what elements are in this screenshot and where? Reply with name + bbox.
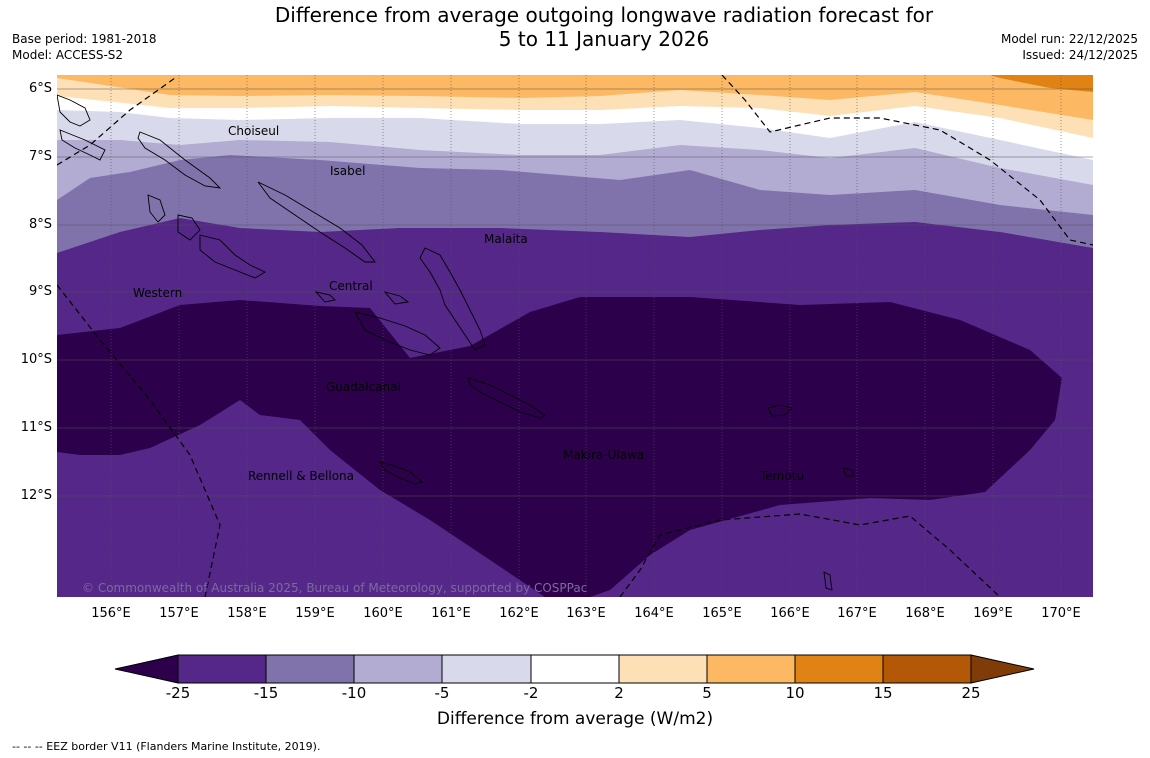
colorbar-seg-6	[618, 654, 708, 684]
lon-label-168e: 168°E	[905, 606, 945, 621]
graticule	[110, 75, 1062, 597]
label-rennell: Rennell & Bellona	[248, 469, 354, 483]
colorbar-title: Difference from average (W/m2)	[436, 709, 714, 729]
base-period: Base period: 1981-2018	[12, 32, 157, 46]
band-plus10-plus15	[990, 75, 1093, 92]
footnote: -- -- -- EEZ border V11 (Flanders Marine…	[12, 740, 321, 753]
lon-label-170e: 170°E	[1041, 606, 1081, 621]
colorbar-tick: -10	[341, 684, 367, 702]
label-isabel: Isabel	[330, 164, 365, 178]
label-guadalcanal: Guadalcanal	[326, 380, 401, 394]
lon-label-161e: 161°E	[431, 606, 471, 621]
band-below-minus25	[57, 297, 1062, 597]
lon-label-163e: 163°E	[566, 606, 606, 621]
lon-label-164e: 164°E	[634, 606, 674, 621]
model-run: Model run: 22/12/2025	[1000, 32, 1138, 46]
band-plus5-plus10	[57, 75, 1093, 120]
colorbar-seg-3	[353, 654, 443, 684]
colorbar-seg-7	[706, 654, 796, 684]
title-line-1: Difference from average outgoing longwav…	[274, 3, 934, 27]
lon-label-165e: 165°E	[702, 606, 742, 621]
colorbar-tick: 2	[614, 684, 624, 702]
colorbar-tick: 25	[961, 684, 981, 702]
region-labels: Choiseul Isabel Malaita Western Central …	[82, 124, 804, 595]
lat-label-6s: 6°S	[28, 81, 52, 96]
lon-label-158e: 158°E	[227, 606, 267, 621]
colorbar-tick: -15	[253, 684, 279, 702]
lon-label-167e: 167°E	[837, 606, 877, 621]
copyright-notice: © Commonwealth of Australia 2025, Bureau…	[82, 581, 587, 595]
colorbar-seg-4	[441, 654, 532, 684]
label-central: Central	[329, 279, 373, 293]
model-name: Model: ACCESS-S2	[12, 48, 124, 62]
map-area: Choiseul Isabel Malaita Western Central …	[57, 75, 1093, 597]
lat-label-7s: 7°S	[28, 149, 52, 164]
colorbar-tick: 5	[702, 684, 712, 702]
label-malaita: Malaita	[484, 232, 528, 246]
colorbar-seg-2	[265, 654, 355, 684]
colorbar-under	[114, 654, 179, 684]
lat-label-12s: 12°S	[20, 488, 52, 503]
lon-label-156e: 156°E	[91, 606, 131, 621]
chart-title: Difference from average outgoing longwav…	[200, 3, 1008, 51]
colorbar-tick: -2	[523, 684, 539, 702]
label-western: Western	[133, 286, 182, 300]
lat-label-9s: 9°S	[28, 284, 52, 299]
lat-label-10s: 10°S	[20, 352, 52, 367]
colorbar-seg-9	[882, 654, 972, 684]
lon-label-160e: 160°E	[363, 606, 403, 621]
meta-right: Model run: 22/12/2025 Issued: 24/12/2025	[1001, 31, 1138, 63]
colorbar-over	[970, 654, 1035, 684]
colorbar-seg-8	[794, 654, 884, 684]
lon-label-157e: 157°E	[159, 606, 199, 621]
lon-label-166e: 166°E	[770, 606, 810, 621]
lon-label-169e: 169°E	[973, 606, 1013, 621]
colorbar-tick: 15	[873, 684, 893, 702]
lat-label-8s: 8°S	[28, 217, 52, 232]
lon-label-162e: 162°E	[499, 606, 539, 621]
colorbar-seg-5	[530, 654, 620, 684]
issued-date: Issued: 24/12/2025	[1022, 48, 1138, 62]
label-makira: Makira-Ulawa	[563, 448, 644, 462]
colorbar-tick: -25	[165, 684, 191, 702]
lon-label-159e: 159°E	[295, 606, 335, 621]
label-temotu: Temotu	[759, 469, 804, 483]
label-choiseul: Choiseul	[228, 124, 279, 138]
meta-left: Base period: 1981-2018 Model: ACCESS-S2	[12, 31, 157, 63]
latitude-lines	[57, 88, 1093, 497]
colorbar-seg-1	[177, 654, 267, 684]
colorbar	[114, 654, 1035, 684]
lat-label-11s: 11°S	[20, 420, 52, 435]
colorbar-tick: -5	[434, 684, 450, 702]
eez-border	[57, 75, 1093, 597]
coastlines	[57, 94, 855, 591]
title-line-2: 5 to 11 January 2026	[498, 27, 710, 51]
colorbar-tick: 10	[785, 684, 805, 702]
